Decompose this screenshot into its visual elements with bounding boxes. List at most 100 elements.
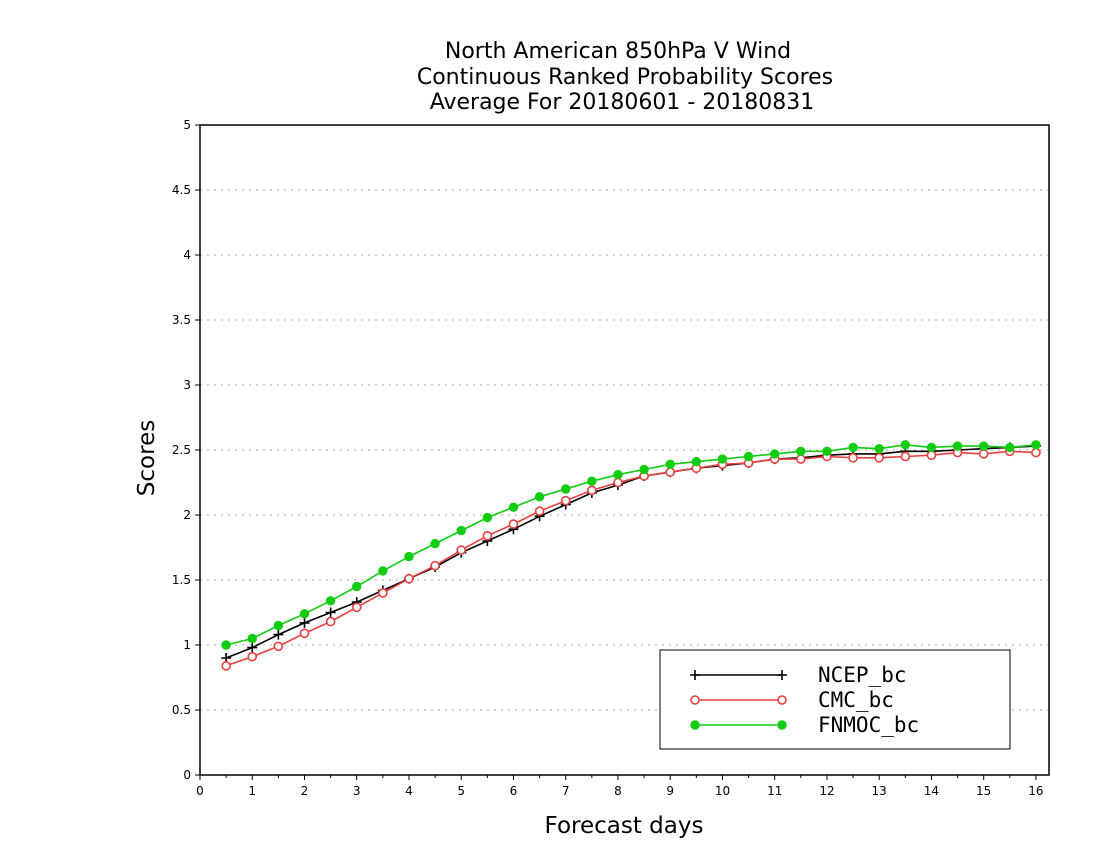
data-point: [717, 454, 728, 464]
x-tick-label: 10: [715, 784, 730, 798]
x-tick-label: 8: [614, 784, 622, 798]
data-point: [926, 442, 937, 453]
x-tick-label: 16: [1028, 784, 1043, 798]
data-point: [1031, 440, 1041, 450]
data-point: [247, 642, 258, 653]
legend-marker: [690, 670, 700, 680]
x-tick-label: 13: [872, 784, 887, 798]
data-point: [430, 538, 440, 549]
data-point: [560, 495, 571, 506]
data-point: [299, 609, 310, 619]
x-axis-ticks: 0 1 2 3 4 5 6 7 8 9 10 11 12 13 14 15 16: [196, 775, 1044, 798]
legend-marker: [690, 720, 700, 730]
data-point: [874, 444, 884, 454]
x-tick-label: 14: [924, 784, 939, 798]
x-tick-label: 6: [510, 784, 518, 798]
data-point: [299, 617, 310, 628]
legend-marker: [777, 720, 787, 730]
legend-label: CMC_bc: [818, 688, 894, 712]
y-axis-label: Scores: [134, 420, 160, 496]
data-point: [587, 485, 597, 496]
data-point: [508, 502, 519, 512]
data-point: [273, 620, 284, 631]
series-line: [225, 450, 1036, 667]
y-tick-label: 5: [183, 118, 191, 132]
legend-marker: [690, 695, 700, 705]
y-tick-label: 2.5: [172, 443, 191, 457]
legend-entry: CMC_bc: [690, 688, 894, 712]
series-FNMOC_bc: [221, 440, 1041, 650]
legend-entry: FNMOC_bc: [690, 713, 919, 737]
data-point: [247, 633, 257, 644]
y-tick-label: 1: [183, 638, 191, 652]
data-point: [352, 581, 362, 592]
y-tick-label: 0.5: [172, 703, 191, 717]
legend-marker: [777, 695, 787, 705]
chart-title: North American 850hPa V Wind Continuous …: [417, 39, 833, 115]
data-point: [273, 641, 284, 652]
data-point: [325, 616, 336, 627]
data-point: [770, 449, 780, 459]
data-point: [822, 446, 832, 456]
y-tick-label: 3.5: [172, 313, 191, 327]
data-point: [796, 446, 806, 456]
data-point: [848, 442, 858, 453]
data-point: [665, 467, 676, 477]
data-point: [691, 457, 702, 467]
data-point: [378, 566, 388, 576]
x-tick-label: 0: [196, 784, 204, 798]
data-point: [404, 551, 414, 562]
legend-entry: NCEP_bc: [690, 663, 907, 687]
data-point: [221, 640, 231, 650]
x-tick-label: 3: [353, 784, 361, 798]
data-point: [900, 451, 911, 462]
data-point: [926, 450, 937, 461]
data-point: [482, 530, 493, 541]
data-point: [561, 484, 571, 494]
x-tick-label: 1: [248, 784, 256, 798]
data-point: [482, 512, 493, 523]
x-tick-label: 15: [976, 784, 991, 798]
data-point: [743, 451, 754, 462]
x-tick-label: 2: [301, 784, 309, 798]
chart-title-line-3: Average For 20180601 - 20180831: [430, 90, 815, 115]
data-point: [796, 454, 806, 464]
data-point: [613, 470, 623, 480]
y-tick-label: 3: [183, 378, 191, 392]
data-point: [978, 449, 989, 459]
x-axis-label: Forecast days: [545, 813, 704, 839]
x-tick-label: 4: [405, 784, 413, 798]
series-line: [225, 443, 1037, 646]
data-point: [325, 596, 336, 606]
data-point: [534, 492, 545, 502]
data-point: [665, 459, 675, 469]
data-point: [978, 441, 989, 451]
data-point: [587, 476, 597, 486]
chart-title-line-1: North American 850hPa V Wind: [445, 39, 791, 64]
legend-label: NCEP_bc: [818, 663, 907, 687]
y-axis-ticks: 0 0.5 1 1.5 2 2.5 3 3.5 4 4.5 5: [172, 118, 200, 782]
series-NCEP_bc: [221, 441, 1041, 663]
data-point: [508, 519, 519, 529]
data-point: [848, 452, 858, 463]
y-tick-label: 2: [183, 508, 191, 522]
y-tick-label: 1.5: [172, 573, 191, 587]
data-point: [247, 651, 258, 662]
data-point: [299, 628, 310, 639]
data-point: [456, 525, 466, 536]
x-tick-label: 9: [666, 784, 674, 798]
series-line: [225, 445, 1036, 659]
legend-label: FNMOC_bc: [818, 713, 919, 737]
data-point: [273, 629, 284, 640]
x-tick-label: 11: [767, 784, 782, 798]
y-tick-label: 4: [183, 248, 191, 262]
data-point: [874, 452, 885, 463]
x-tick-label: 12: [819, 784, 834, 798]
x-tick-label: 5: [457, 784, 465, 798]
y-tick-label: 4.5: [172, 183, 191, 197]
data-point: [1031, 447, 1041, 458]
data-point: [325, 607, 336, 618]
